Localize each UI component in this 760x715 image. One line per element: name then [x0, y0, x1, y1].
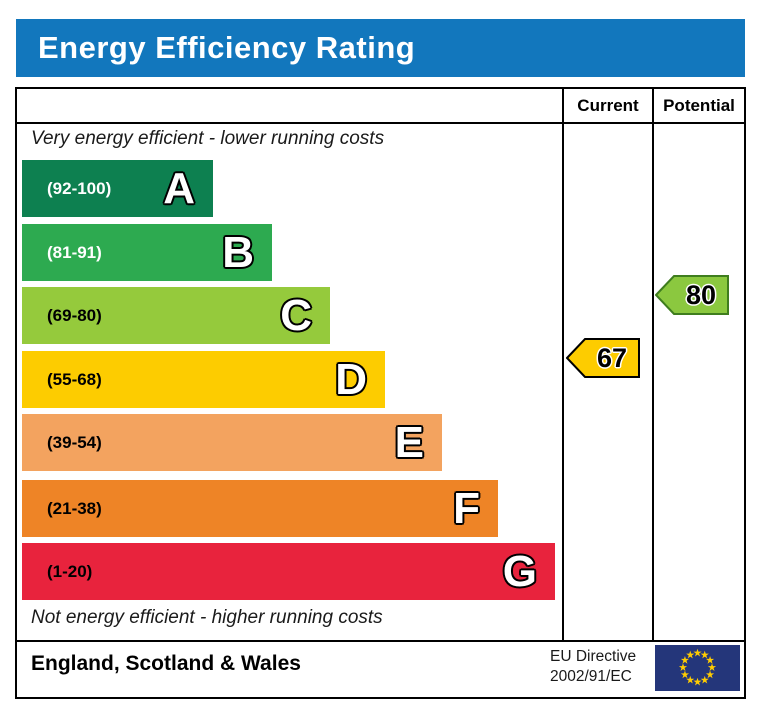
- eu-directive-line1: EU Directive: [550, 648, 637, 665]
- band-row-g: (1-20) G: [22, 543, 555, 600]
- potential-rating-value: 80: [685, 279, 717, 310]
- potential-rating-arrow: 80: [655, 275, 729, 315]
- potential-column-header: Potential: [663, 96, 735, 115]
- band-row-a: (92-100) A: [22, 160, 213, 217]
- footer-region-label: England, Scotland & Wales: [31, 652, 301, 675]
- band-range: (21-38): [47, 498, 102, 518]
- current-rating-value: 67: [596, 342, 628, 373]
- band-letter: E: [394, 417, 424, 467]
- band-range: (1-20): [47, 561, 93, 581]
- top-note: Very energy efficient - lower running co…: [31, 128, 385, 149]
- band-range: (39-54): [47, 432, 102, 452]
- band-range: (92-100): [47, 178, 112, 198]
- band-letter: D: [335, 354, 367, 404]
- band-row-d: (55-68) D: [22, 351, 385, 408]
- band-range: (55-68): [47, 369, 102, 389]
- bottom-note: Not energy efficient - higher running co…: [31, 607, 383, 628]
- eu-flag-icon: [655, 645, 740, 691]
- band-range: (81-91): [47, 242, 102, 262]
- band-letter: A: [163, 163, 195, 213]
- current-arrow-shape: [566, 338, 640, 378]
- band-row-b: (81-91) B: [22, 224, 272, 281]
- column-divider-current: [562, 89, 564, 640]
- potential-arrow-shape: [655, 275, 729, 315]
- footer-divider: [17, 640, 744, 642]
- title-bar: Energy Efficiency Rating: [16, 19, 745, 77]
- band-row-e: (39-54) E: [22, 414, 442, 471]
- band-letter: C: [280, 290, 312, 340]
- band-letter: G: [502, 546, 537, 596]
- rating-table: Current Potential Very energy efficient …: [15, 87, 746, 699]
- column-divider-potential: [652, 89, 654, 640]
- eu-directive-line2: 2002/91/EC: [550, 668, 632, 685]
- band-letter: B: [222, 227, 254, 277]
- page-title: Energy Efficiency Rating: [38, 30, 416, 65]
- band-range: (69-80): [47, 305, 102, 325]
- band-row-f: (21-38) F: [22, 480, 498, 537]
- current-column-header: Current: [577, 96, 639, 115]
- eu-directive-label: EU Directive 2002/91/EC: [550, 647, 636, 687]
- current-rating-arrow: 67: [566, 338, 640, 378]
- band-letter: F: [453, 483, 480, 533]
- header-divider: [17, 122, 744, 124]
- band-row-c: (69-80) C: [22, 287, 330, 344]
